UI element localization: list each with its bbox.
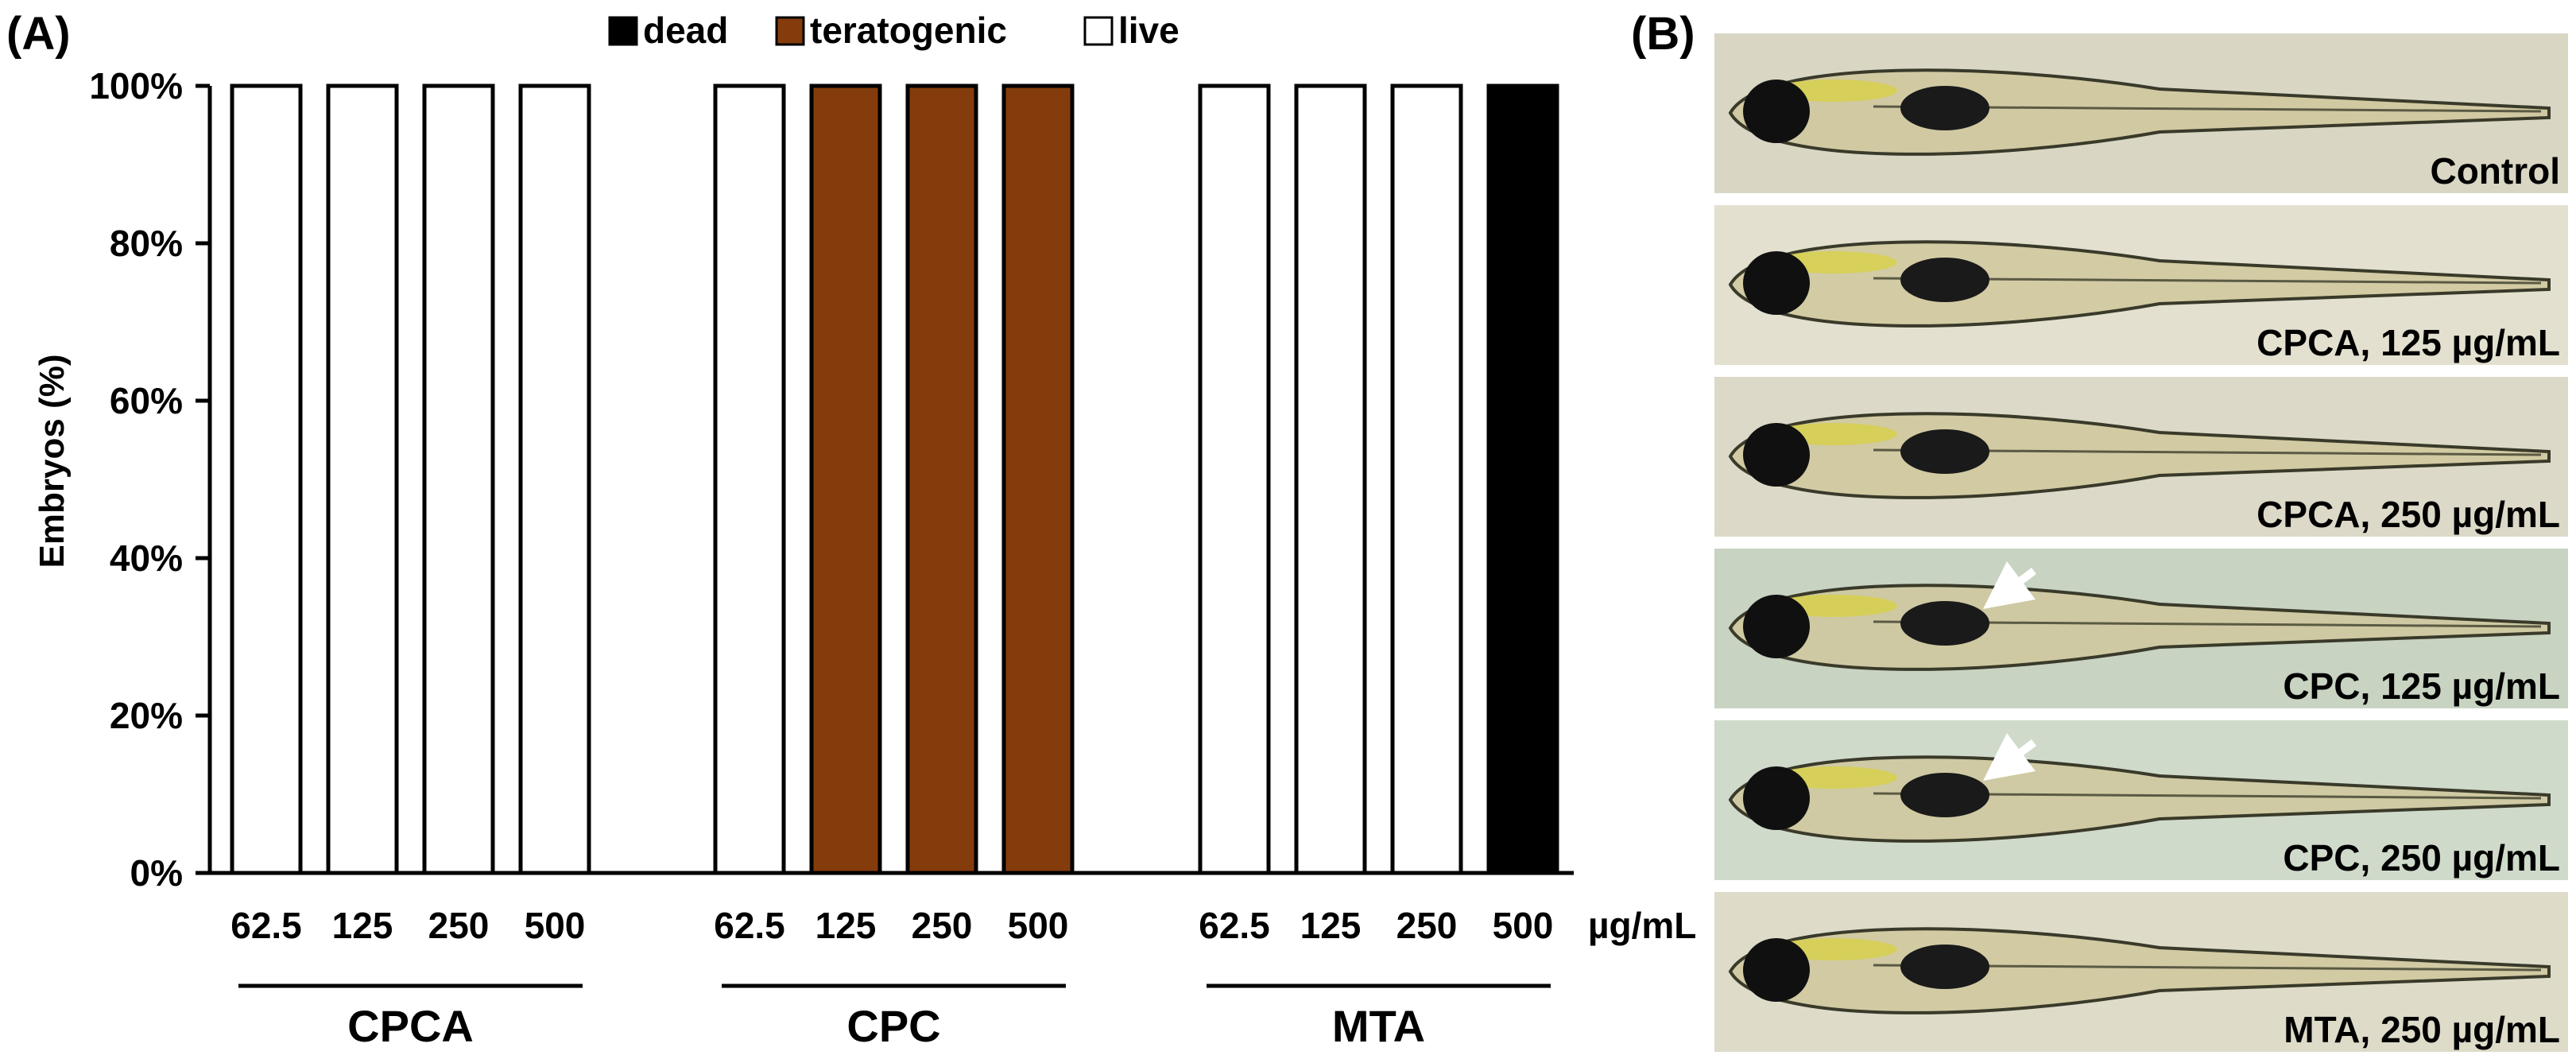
photo-label: CPCA, 250 µg/mL [2256,494,2560,535]
bar-cpca-250 [422,83,495,875]
x-tick-label: 125 [815,905,877,946]
larva-photo: MTA, 250 µg/mL [1714,892,2568,1052]
legend-swatch-teratogenic [775,16,805,46]
arrow-icon [1983,561,2036,609]
group-label-mta: MTA [1332,1001,1425,1051]
legend-swatch-dead [608,16,638,46]
x-tick-label: 500 [1008,905,1069,946]
panel-b-label: (B) [1631,8,1695,60]
x-tick-label: 62.5 [230,905,302,946]
bar-cpca-500 [518,83,591,875]
y-axis-label: Embryos (%) [33,355,72,568]
bar-cpc-125 [809,83,882,875]
bar-cpca-62.5 [230,83,303,875]
panel-a-label: (A) [6,8,71,60]
larva-eye [1743,423,1810,487]
y-tick-label: 0% [130,852,183,894]
larva-swim-bladder [1900,258,1989,302]
legend-label-live: live [1118,10,1180,51]
group-labels: CPCA CPC MTA [238,983,1551,1051]
bar-mta-500 [1486,83,1559,875]
x-tick-label: 62.5 [714,905,785,946]
larva-photo: CPCA, 125 µg/mL [1714,205,2568,365]
legend-label-dead: dead [643,10,728,51]
bar-cpc-62.5 [713,83,786,875]
larva-photo: Control [1714,33,2568,193]
x-tick-label: 250 [912,905,973,946]
y-tick-label: 40% [110,537,183,579]
bar-cpc-250 [905,83,978,875]
photo-label: CPC, 250 µg/mL [2283,837,2560,879]
legend: dead teratogenic live [608,10,1180,51]
x-tick-labels: 62.5 125 250 500 62.5 125 250 500 62.5 125 250 500 [230,905,1553,946]
y-ticks: 0% 20% 40% 60% 80% 100% [89,65,210,894]
x-tick-label: 250 [428,905,490,946]
larva-swim-bladder [1900,601,1989,646]
photo-label: CPC, 125 µg/mL [2283,665,2560,707]
unit-label: µg/mL [1588,905,1696,946]
larva-eye [1743,766,1810,830]
x-tick-label: 250 [1396,905,1458,946]
x-tick-label: 62.5 [1199,905,1270,946]
bar-cpc-500 [1001,83,1075,875]
bar-cpca-125 [326,83,399,875]
x-tick-label: 500 [525,905,586,946]
larva-swim-bladder [1900,773,1989,817]
legend-label-teratogenic: teratogenic [810,10,1007,51]
group-label-cpca: CPCA [347,1001,474,1051]
larva-photo: CPC, 125 µg/mL [1714,549,2568,708]
photo-label: Control [2430,150,2560,192]
bar-mta-125 [1294,83,1367,875]
photo-label: CPCA, 125 µg/mL [2256,322,2560,363]
photo-label: MTA, 250 µg/mL [2284,1009,2560,1050]
larva-eye [1743,251,1810,315]
arrow-icon [1983,733,2036,781]
y-tick-label: 60% [110,380,183,421]
larva-swim-bladder [1900,86,1989,130]
x-tick-label: 125 [1300,905,1362,946]
bar-mta-62.5 [1198,83,1271,875]
x-tick-label: 125 [332,905,393,946]
bars [230,83,1559,875]
x-tick-label: 500 [1493,905,1554,946]
bar-mta-250 [1390,83,1463,875]
larva-swim-bladder [1900,429,1989,474]
y-tick-label: 100% [89,65,183,107]
larva-photo: CPCA, 250 µg/mL [1714,377,2568,537]
y-tick-label: 80% [110,223,183,264]
larva-eye [1743,595,1810,658]
group-label-cpc: CPC [846,1001,940,1051]
legend-swatch-live [1083,16,1114,46]
larva-photo: CPC, 250 µg/mL [1714,720,2568,880]
y-tick-label: 20% [110,695,183,736]
larva-eye [1743,938,1810,1002]
larva-eye [1743,80,1810,143]
larva-swim-bladder [1900,945,1989,989]
photo-panel: Control CPCA, 125 µg/mL CPCA, 250 µg/mL CPC… [1714,33,2568,1052]
